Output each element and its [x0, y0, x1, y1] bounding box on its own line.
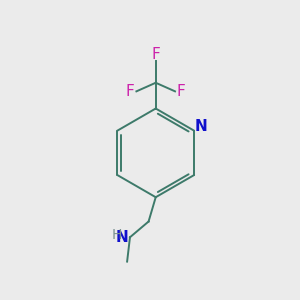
- Text: F: F: [177, 84, 186, 99]
- Text: F: F: [126, 84, 134, 99]
- Text: H: H: [112, 228, 122, 242]
- Text: N: N: [195, 119, 207, 134]
- Text: N: N: [116, 230, 128, 245]
- Text: F: F: [151, 47, 160, 62]
